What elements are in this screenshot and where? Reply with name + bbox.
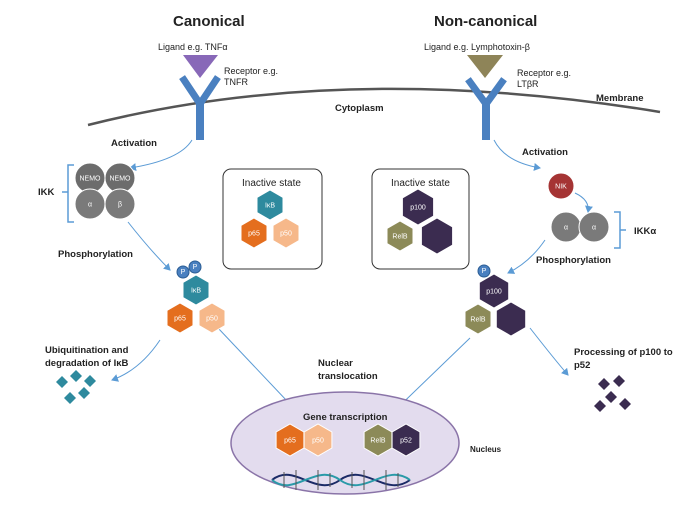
nucleus-p52-hex bbox=[391, 423, 421, 457]
label-ligand-right: Ligand e.g. Lymphotoxin-β bbox=[424, 42, 530, 52]
inactive-ikb-hex bbox=[256, 189, 284, 221]
membrane-line bbox=[87, 87, 661, 127]
label-processing: Processing of p100 to p52 bbox=[574, 347, 673, 371]
inactive-p50-hex bbox=[272, 217, 300, 249]
phospho-p100-hex bbox=[478, 273, 510, 309]
p100-fragment-1 bbox=[598, 378, 610, 390]
receptor-left bbox=[179, 75, 221, 140]
inactive-p100-hex bbox=[401, 188, 435, 226]
ikk-alpha-1-label: α bbox=[564, 224, 568, 231]
phospho-p-left-1 bbox=[176, 265, 190, 279]
inactive-p100-lower-hex bbox=[420, 217, 454, 255]
ikb-fragment-3 bbox=[84, 375, 96, 387]
label-ikk: IKK bbox=[38, 187, 55, 198]
nik-circle-label: NIK bbox=[555, 183, 567, 190]
phospho-p-left-1-label: P bbox=[181, 269, 186, 276]
arrow-nik-ikk bbox=[574, 192, 593, 213]
arrow-phospho-right bbox=[507, 239, 546, 274]
ikb-fragment-2 bbox=[70, 370, 82, 382]
label-activation-left: Activation bbox=[111, 138, 157, 149]
phospho-p50-hex bbox=[198, 302, 226, 334]
label-ikk-alpha: IKKα bbox=[634, 226, 657, 237]
nucleus-p50-hex-label: p50 bbox=[312, 437, 324, 444]
ligand-left-triangle bbox=[183, 55, 218, 78]
label-inactive-left: Inactive state bbox=[242, 178, 301, 189]
label-activation-right: Activation bbox=[522, 147, 568, 158]
label-receptor-right: Receptor e.g. LTβR bbox=[517, 68, 572, 89]
title-canonical: Canonical bbox=[173, 13, 245, 30]
dna-helix bbox=[271, 470, 411, 490]
arrow-activation-left bbox=[129, 139, 193, 172]
label-nuclear-translocation: Nuclear translocation bbox=[318, 358, 378, 382]
arrow-processing bbox=[529, 327, 569, 376]
phospho-relb-hex-label: RelB bbox=[470, 316, 486, 323]
phospho-p-left-2-label: P bbox=[193, 264, 198, 271]
phospho-p100-hex-label: p100 bbox=[486, 288, 502, 295]
ikb-fragment-5 bbox=[78, 387, 90, 399]
ikk-beta-subunit bbox=[104, 188, 136, 220]
ikk-beta-subunit-label: β bbox=[118, 201, 122, 208]
phospho-ikb-hex bbox=[182, 274, 210, 306]
p100-fragment-5 bbox=[619, 398, 631, 410]
ligand-right-triangle bbox=[467, 55, 503, 78]
label-ubiquitination: Ubiquitination and degradation of IκB bbox=[45, 345, 129, 369]
phospho-p-right bbox=[477, 264, 491, 278]
label-membrane: Membrane bbox=[596, 93, 644, 104]
ikk-alpha-subunit-label: α bbox=[88, 201, 92, 208]
label-cytoplasm: Cytoplasm bbox=[335, 103, 384, 114]
inactive-relb-hex-label: RelB bbox=[392, 233, 408, 240]
phospho-p65-hex-label: p65 bbox=[174, 315, 186, 322]
label-inactive-right: Inactive state bbox=[391, 178, 450, 189]
ikk-alpha-2-label: α bbox=[592, 224, 596, 231]
inactive-box-left bbox=[222, 168, 323, 270]
nucleus-p52-hex-label: p52 bbox=[400, 437, 412, 444]
label-receptor-left: Receptor e.g. TNFR bbox=[224, 66, 279, 87]
ikb-fragment-4 bbox=[64, 392, 76, 404]
arrow-ubiquitination bbox=[111, 339, 161, 382]
nucleus-relb-hex-label: RelB bbox=[370, 437, 386, 444]
phospho-p-left-2 bbox=[188, 260, 202, 274]
arrow-activation-right bbox=[493, 139, 541, 171]
p100-fragment-3 bbox=[605, 391, 617, 403]
nucleus-p65-hex-label: p65 bbox=[284, 437, 296, 444]
inactive-p65-hex-label: p65 bbox=[248, 230, 260, 237]
nik-circle bbox=[547, 172, 575, 200]
ikk-nemo-1-label: NEMO bbox=[80, 175, 102, 182]
label-phosphorylation-left: Phosphorylation bbox=[58, 249, 133, 260]
p100-fragment-2 bbox=[613, 375, 625, 387]
label-gene-transcription: Gene transcription bbox=[303, 412, 388, 423]
nucleus-ellipse bbox=[230, 391, 460, 495]
nucleus-p50-hex bbox=[303, 423, 333, 457]
inactive-p65-hex bbox=[240, 217, 268, 249]
title-non-canonical: Non-canonical bbox=[434, 13, 538, 30]
ikk-alpha-bracket bbox=[614, 211, 626, 249]
inactive-p50-hex-label: p50 bbox=[280, 230, 292, 237]
phospho-p65-hex bbox=[166, 302, 194, 334]
inactive-p100-hex-label: p100 bbox=[410, 204, 426, 211]
phospho-relb-hex bbox=[464, 303, 492, 335]
inactive-ikb-hex-label: IκB bbox=[265, 202, 275, 209]
phospho-p-right-label: P bbox=[482, 268, 487, 275]
ikb-fragment-1 bbox=[56, 376, 68, 388]
phospho-p100-lower-hex bbox=[495, 301, 527, 337]
receptor-right bbox=[465, 77, 507, 140]
inactive-box-right bbox=[371, 168, 470, 270]
label-phosphorylation-right: Phosphorylation bbox=[536, 255, 611, 266]
label-ligand-left: Ligand e.g. TNFα bbox=[158, 42, 228, 52]
phospho-p50-hex-label: p50 bbox=[206, 315, 218, 322]
label-nucleus: Nucleus bbox=[470, 445, 502, 454]
inactive-relb-hex bbox=[386, 220, 414, 252]
arrow-phospho-left bbox=[127, 221, 171, 271]
phospho-ikb-hex-label: IκB bbox=[191, 287, 201, 294]
p100-fragment-4 bbox=[594, 400, 606, 412]
ikk-nemo-2-label: NEMO bbox=[110, 175, 132, 182]
ikk-alpha-2 bbox=[578, 211, 610, 243]
ikk-bracket bbox=[62, 164, 74, 223]
